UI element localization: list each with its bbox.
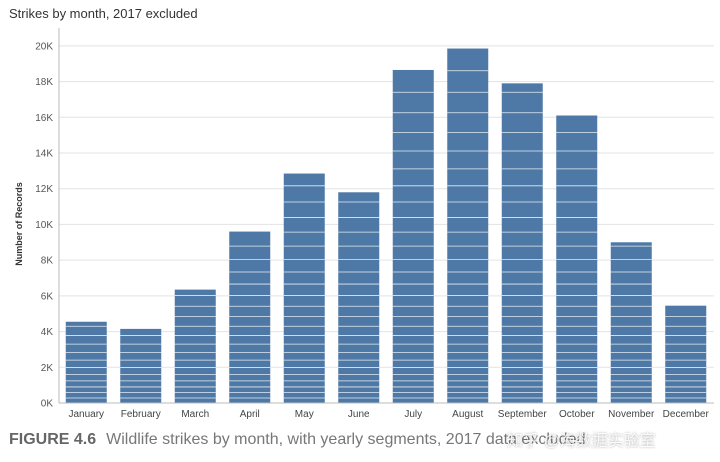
bar — [501, 83, 543, 403]
x-tick-label: September — [498, 409, 548, 420]
bar-march — [174, 289, 216, 403]
bar — [338, 192, 380, 403]
y-tick-label: 0K — [41, 399, 54, 410]
bar — [392, 69, 434, 403]
figure-caption: FIGURE 4.6 Wildlife strikes by month, wit… — [9, 431, 585, 449]
bar-august — [447, 48, 489, 404]
bar — [283, 173, 325, 403]
y-tick-label: 6K — [41, 291, 54, 302]
x-tick-label: April — [240, 409, 260, 420]
x-tick-label: June — [348, 409, 370, 420]
bar — [120, 328, 162, 403]
bar-december — [665, 305, 707, 403]
y-tick-label: 10K — [35, 220, 53, 231]
bar-april — [229, 231, 271, 403]
bar — [229, 231, 271, 403]
watermark: 知乎 @海数据实验室 — [507, 433, 656, 450]
bar — [610, 242, 652, 403]
y-tick-label: 8K — [41, 256, 54, 267]
bar — [65, 321, 107, 403]
x-tick-label: January — [68, 409, 104, 420]
axes: 0K 2K 4K 6K 8K 10K 12K 14K 16K 18K 20K January Febru… — [35, 28, 714, 420]
y-tick-label: 20K — [35, 41, 53, 52]
bar-may — [283, 173, 325, 403]
bar-january — [65, 321, 107, 403]
figure-caption-text: Wildlife strikes by month, with yearly s… — [106, 431, 586, 448]
y-tick-label: 12K — [35, 184, 53, 195]
bar-september — [501, 83, 543, 403]
figure-label: FIGURE 4.6 — [9, 431, 97, 448]
bar — [174, 289, 216, 403]
bar-october — [556, 115, 598, 403]
x-tick-label: February — [121, 409, 161, 420]
bar-february — [120, 328, 162, 403]
bars — [65, 48, 707, 404]
bar-june — [338, 192, 380, 403]
x-tick-label: March — [181, 409, 209, 420]
y-tick-label: 14K — [35, 149, 53, 160]
x-tick-label: November — [608, 409, 655, 420]
x-tick-label: May — [295, 409, 314, 420]
x-tick-label: August — [452, 409, 483, 420]
y-tick-label: 4K — [41, 327, 54, 338]
bar — [665, 305, 707, 403]
y-tick-label: 18K — [35, 77, 53, 88]
bar-july — [392, 69, 434, 403]
bar-november — [610, 242, 652, 403]
y-tick-label: 16K — [35, 113, 53, 124]
x-tick-label: October — [559, 409, 595, 420]
x-tick-label: July — [404, 409, 422, 420]
y-tick-label: 2K — [41, 363, 54, 374]
chart-title: Strikes by month, 2017 excluded — [9, 6, 198, 21]
bar — [447, 48, 489, 404]
x-tick-label: December — [663, 409, 710, 420]
